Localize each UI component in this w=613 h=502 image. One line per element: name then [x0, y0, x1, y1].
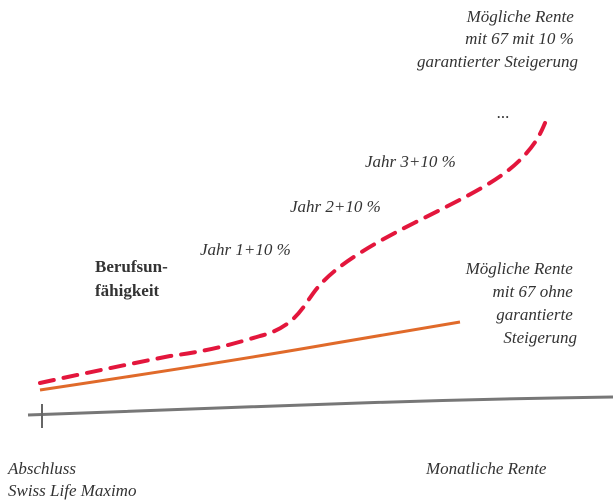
year-label: Jahr 1+10 %: [200, 240, 291, 259]
time-axis: [27, 395, 613, 417]
pension-line: [39, 320, 461, 392]
year-label: Jahr 2+10 %: [290, 197, 381, 216]
disability-label: Berufsun- fähigkeit: [95, 257, 172, 300]
ellipsis: ...: [497, 103, 510, 122]
increase-line: [38, 121, 547, 385]
year-label: Jahr 3+10 %: [365, 152, 456, 171]
right-label: Mögliche Rente mit 67 ohne garantierte S…: [465, 259, 577, 347]
top-right-label: Mögliche Rente mit 67 mit 10 % garantier…: [417, 7, 578, 71]
start-label: Abschluss Swiss Life Maximo: [7, 459, 136, 500]
axis-label: Monatliche Rente: [425, 459, 547, 478]
